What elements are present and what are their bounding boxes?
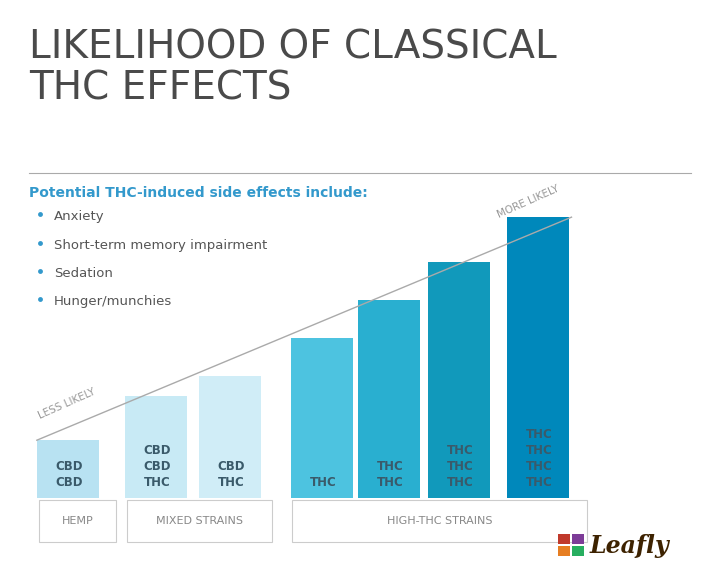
- Text: MIXED STRAINS: MIXED STRAINS: [156, 516, 243, 526]
- Text: Short-term memory impairment: Short-term memory impairment: [54, 239, 267, 252]
- Text: HEMP: HEMP: [62, 516, 94, 526]
- Text: Hunger/munchies: Hunger/munchies: [54, 295, 172, 308]
- Bar: [558, 534, 570, 544]
- Text: Potential THC-induced side effects include:: Potential THC-induced side effects inclu…: [29, 186, 367, 201]
- Text: THC
THC
THC: THC THC THC: [447, 444, 474, 489]
- Bar: [39, 500, 117, 542]
- Bar: [292, 500, 587, 542]
- Bar: [187, 395, 192, 498]
- Text: CBD
CBD
THC: CBD CBD THC: [143, 444, 171, 489]
- Bar: [507, 217, 572, 498]
- Bar: [572, 546, 584, 556]
- Bar: [199, 377, 264, 498]
- Text: THC
THC: THC THC: [377, 460, 404, 489]
- Text: Sedation: Sedation: [54, 267, 113, 280]
- Bar: [353, 338, 357, 498]
- Text: THC: THC: [310, 476, 336, 489]
- Bar: [291, 338, 355, 498]
- Text: THC
THC
THC
THC: THC THC THC THC: [526, 428, 553, 489]
- Bar: [125, 395, 189, 498]
- Bar: [570, 217, 574, 498]
- Text: LIKELIHOOD OF CLASSICAL
THC EFFECTS: LIKELIHOOD OF CLASSICAL THC EFFECTS: [29, 28, 557, 107]
- Text: HIGH-THC STRAINS: HIGH-THC STRAINS: [387, 516, 492, 526]
- Bar: [37, 440, 101, 498]
- Bar: [572, 534, 584, 544]
- Text: Anxiety: Anxiety: [54, 210, 104, 223]
- Bar: [127, 500, 272, 542]
- Bar: [558, 546, 570, 556]
- Bar: [490, 262, 495, 498]
- Bar: [359, 300, 423, 498]
- Bar: [261, 377, 266, 498]
- Bar: [99, 440, 103, 498]
- Bar: [420, 300, 425, 498]
- Text: MORE LIKELY: MORE LIKELY: [495, 184, 560, 220]
- Bar: [428, 262, 492, 498]
- Text: Leafly: Leafly: [590, 534, 670, 558]
- Text: CBD
THC: CBD THC: [217, 460, 245, 489]
- Text: LESS LIKELY: LESS LIKELY: [37, 386, 96, 420]
- Text: CBD
CBD: CBD CBD: [55, 460, 83, 489]
